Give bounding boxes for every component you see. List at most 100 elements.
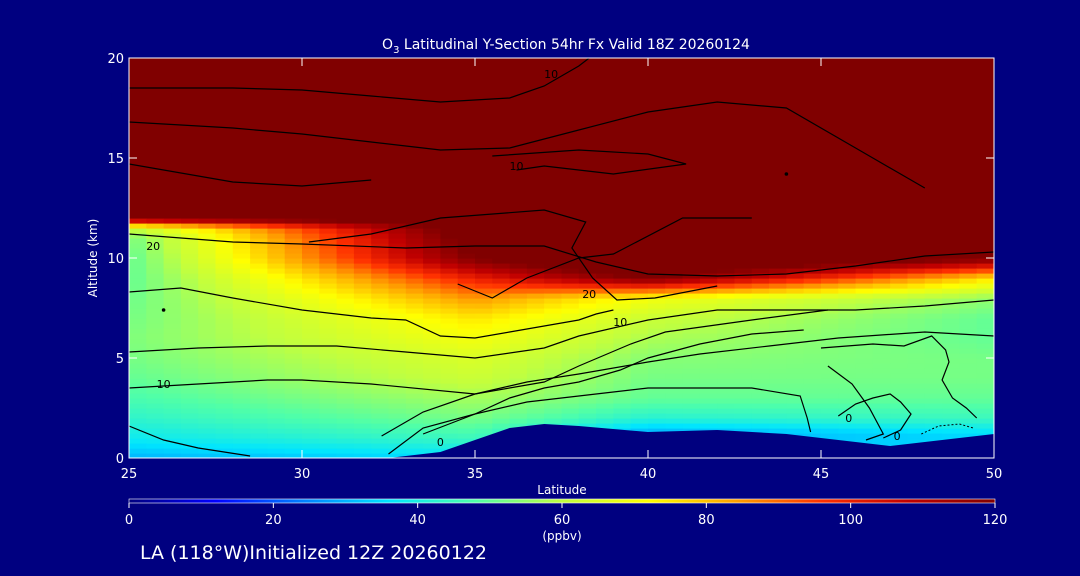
heatmap-cell — [665, 408, 684, 414]
heatmap-cell — [284, 393, 303, 399]
heatmap-cell — [855, 88, 874, 94]
heatmap-cell — [198, 68, 217, 74]
heatmap-cell — [457, 318, 476, 324]
heatmap-cell — [890, 83, 909, 89]
heatmap-cell — [699, 258, 718, 264]
heatmap-cell — [821, 193, 839, 199]
heatmap-cell — [232, 408, 251, 414]
heatmap-cell — [475, 333, 493, 339]
contour-line — [129, 299, 994, 359]
heatmap-cell — [492, 58, 511, 64]
heatmap-cell — [561, 413, 580, 419]
heatmap-cell — [492, 68, 511, 74]
heatmap-cell — [769, 283, 787, 289]
heatmap-cell — [872, 368, 891, 374]
heatmap-cell — [976, 78, 994, 84]
heatmap-cell — [267, 123, 286, 129]
heatmap-cell — [250, 373, 268, 379]
heatmap-cell — [907, 383, 926, 389]
heatmap-cell — [198, 158, 217, 164]
heatmap-cell — [129, 73, 147, 79]
heatmap-cell — [596, 83, 614, 89]
heatmap-cell — [457, 398, 476, 404]
heatmap-cell — [198, 173, 217, 179]
heatmap-cell — [336, 163, 355, 169]
heatmap-cell — [215, 183, 234, 189]
heatmap-cell — [440, 283, 459, 289]
heatmap-cell — [924, 313, 943, 319]
heatmap-cell — [544, 313, 563, 319]
heatmap-cell — [232, 448, 251, 454]
heatmap-cell — [353, 403, 372, 409]
heatmap-cell — [302, 263, 320, 269]
heatmap-cell — [440, 158, 459, 164]
heatmap-cell — [215, 398, 234, 404]
heatmap-cell — [596, 168, 614, 174]
heatmap-cell — [976, 203, 994, 209]
heatmap-cell — [717, 418, 736, 424]
heatmap-cell — [388, 313, 407, 319]
heatmap-cell — [699, 313, 718, 319]
heatmap-cell — [561, 398, 580, 404]
heatmap-cell — [302, 203, 320, 209]
heatmap-cell — [405, 448, 424, 454]
heatmap-cell — [924, 238, 943, 244]
heatmap-cell — [457, 93, 476, 99]
heatmap-cell — [319, 303, 338, 309]
heatmap-cell — [440, 263, 459, 269]
heatmap-cell — [648, 63, 666, 69]
heatmap-cell — [942, 348, 960, 354]
heatmap-cell — [232, 138, 251, 144]
heatmap-cell — [907, 313, 926, 319]
heatmap-cell — [648, 233, 666, 239]
heatmap-cell — [544, 148, 563, 154]
heatmap-cell — [180, 128, 199, 134]
heatmap-cell — [146, 138, 165, 144]
heatmap-cell — [838, 133, 857, 139]
heatmap-cell — [855, 218, 874, 224]
heatmap-cell — [578, 228, 597, 234]
heatmap-cell — [198, 253, 217, 259]
heatmap-cell — [976, 243, 994, 249]
heatmap-cell — [423, 403, 441, 409]
heatmap-cell — [613, 218, 632, 224]
heatmap-cell — [803, 408, 822, 414]
heatmap-cell — [717, 328, 736, 334]
heatmap-cell — [613, 293, 632, 299]
heatmap-cell — [578, 338, 597, 344]
heatmap-cell — [353, 343, 372, 349]
contour-label: 10 — [510, 160, 524, 173]
heatmap-cell — [475, 273, 493, 279]
heatmap-cell — [492, 298, 511, 304]
heatmap-cell — [509, 148, 528, 154]
heatmap-cell — [405, 248, 424, 254]
heatmap-cell — [180, 318, 199, 324]
heatmap-cell — [353, 363, 372, 369]
heatmap-cell — [492, 258, 511, 264]
heatmap-cell — [561, 303, 580, 309]
heatmap-cell — [648, 88, 666, 94]
heatmap-cell — [371, 73, 390, 79]
heatmap-cell — [215, 213, 234, 219]
heatmap-cell — [475, 363, 493, 369]
heatmap-cell — [163, 378, 182, 384]
heatmap-cell — [890, 228, 909, 234]
heatmap-cell — [198, 198, 217, 204]
heatmap-cell — [648, 223, 666, 229]
heatmap-cell — [665, 88, 684, 94]
heatmap-cell — [353, 448, 372, 454]
heatmap-cell — [734, 338, 753, 344]
heatmap-cell — [250, 113, 268, 119]
heatmap-cell — [665, 173, 684, 179]
heatmap-cell — [976, 288, 994, 294]
heatmap-cell — [578, 193, 597, 199]
heatmap-cell — [423, 283, 441, 289]
heatmap-cell — [544, 398, 563, 404]
heatmap-cell — [492, 238, 511, 244]
heatmap-cell — [336, 203, 355, 209]
heatmap-cell — [336, 93, 355, 99]
heatmap-cell — [838, 128, 857, 134]
heatmap-cell — [388, 128, 407, 134]
heatmap-cell — [232, 298, 251, 304]
